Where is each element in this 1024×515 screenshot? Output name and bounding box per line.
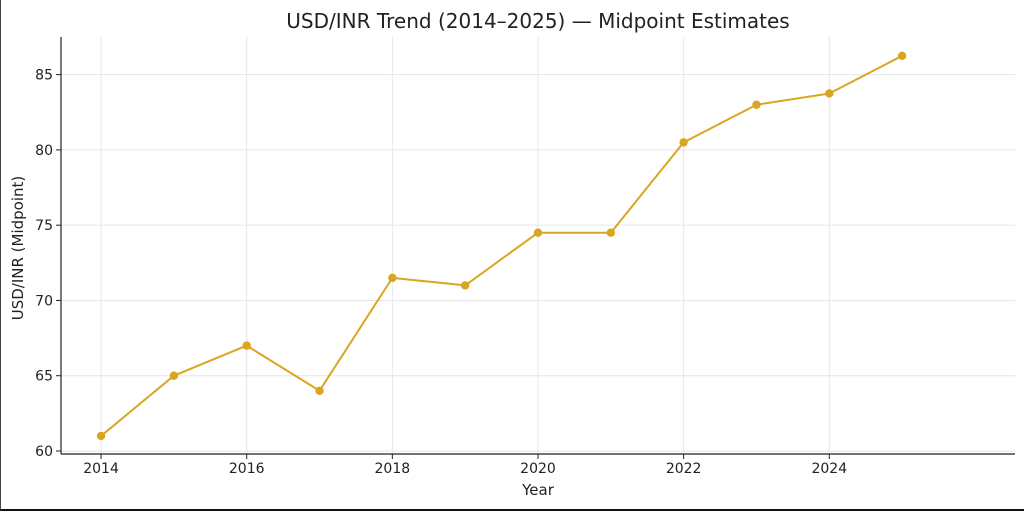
series-line	[100, 54, 903, 437]
data-point	[96, 431, 106, 441]
grid-lines	[61, 37, 1015, 454]
x-tick-label: 2016	[229, 461, 265, 477]
data-point	[825, 89, 834, 98]
y-axis-ticks: 60 65 70 75 80 85	[35, 68, 61, 460]
data-point	[897, 51, 907, 61]
series-group	[96, 51, 907, 441]
data-point	[533, 228, 543, 237]
x-tick-label: 2022	[666, 461, 702, 477]
x-tick-label: 2024	[811, 461, 847, 477]
y-tick-label: 70	[35, 293, 53, 309]
chart-title: USD/INR Trend (2014–2025) — Midpoint Est…	[286, 9, 789, 33]
data-point	[242, 341, 251, 350]
data-point	[315, 386, 324, 395]
x-axis-label: Year	[521, 481, 555, 499]
data-point	[169, 371, 179, 380]
x-tick-label: 2020	[520, 461, 556, 477]
y-tick-label: 85	[35, 68, 53, 84]
y-tick-label: 65	[35, 369, 53, 385]
x-tick-label: 2014	[83, 461, 119, 477]
y-tick-label: 80	[35, 143, 53, 159]
data-point	[460, 281, 470, 290]
x-tick-label: 2018	[375, 461, 411, 477]
x-axis-ticks: 2014 2016 2018 2020 2022 2024	[83, 454, 847, 477]
y-tick-label: 60	[35, 444, 53, 460]
data-point	[679, 138, 688, 147]
y-tick-label: 75	[35, 218, 53, 234]
data-point	[606, 228, 616, 237]
data-point	[388, 273, 397, 283]
data-point	[752, 100, 761, 109]
y-axis-label: USD/INR (Midpoint)	[9, 176, 27, 321]
